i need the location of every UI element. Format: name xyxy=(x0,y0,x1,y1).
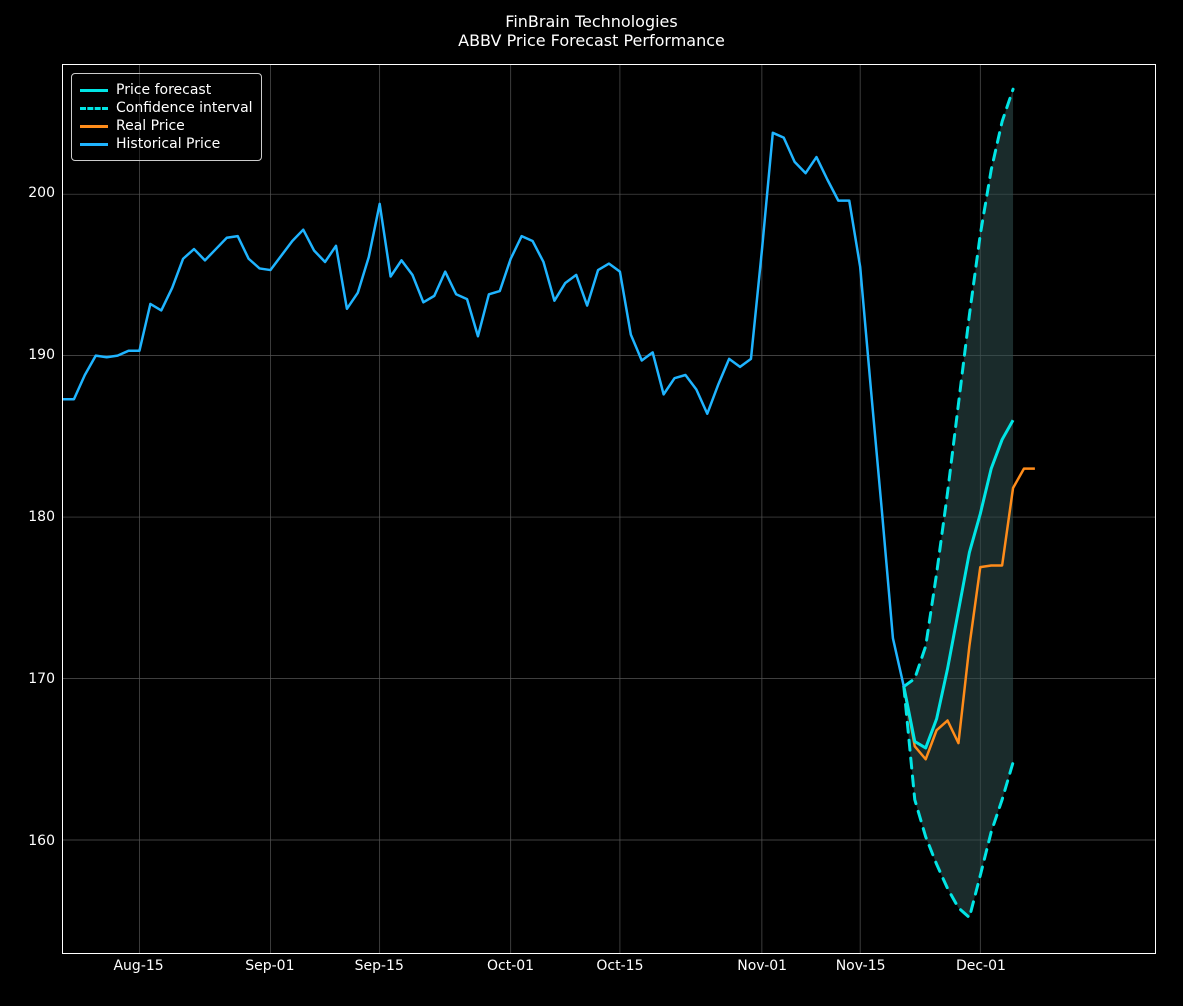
plot-svg xyxy=(63,65,1155,953)
legend-item-historical: Historical Price xyxy=(80,136,253,152)
y-tick-label: 180 xyxy=(5,509,55,525)
legend-item-forecast: Price forecast xyxy=(80,82,253,98)
legend-label-confidence: Confidence interval xyxy=(116,100,253,116)
y-tick-label: 200 xyxy=(5,185,55,201)
legend-swatch-confidence xyxy=(80,107,108,110)
title-line-1: FinBrain Technologies xyxy=(0,12,1183,31)
legend-item-real: Real Price xyxy=(80,118,253,134)
legend-label-historical: Historical Price xyxy=(116,136,220,152)
x-tick-label: Sep-15 xyxy=(355,958,404,974)
legend-item-confidence: Confidence interval xyxy=(80,100,253,116)
legend-swatch-forecast xyxy=(80,89,108,92)
x-tick-label: Nov-01 xyxy=(737,958,787,974)
y-tick-label: 170 xyxy=(5,671,55,687)
legend-label-real: Real Price xyxy=(116,118,185,134)
plot-area: Price forecast Confidence interval Real … xyxy=(62,64,1156,954)
legend-swatch-real xyxy=(80,125,108,128)
x-tick-label: Aug-15 xyxy=(113,958,163,974)
x-tick-label: Sep-01 xyxy=(245,958,294,974)
y-tick-label: 190 xyxy=(5,347,55,363)
legend-swatch-historical xyxy=(80,143,108,146)
x-tick-label: Nov-15 xyxy=(836,958,886,974)
legend-label-forecast: Price forecast xyxy=(116,82,211,98)
x-tick-label: Dec-01 xyxy=(956,958,1006,974)
chart-title: FinBrain Technologies ABBV Price Forecas… xyxy=(0,12,1183,50)
title-line-2: ABBV Price Forecast Performance xyxy=(0,31,1183,50)
x-tick-label: Oct-15 xyxy=(596,958,643,974)
legend: Price forecast Confidence interval Real … xyxy=(71,73,262,161)
chart-container: FinBrain Technologies ABBV Price Forecas… xyxy=(0,0,1183,1006)
x-tick-label: Oct-01 xyxy=(487,958,534,974)
y-tick-label: 160 xyxy=(5,833,55,849)
